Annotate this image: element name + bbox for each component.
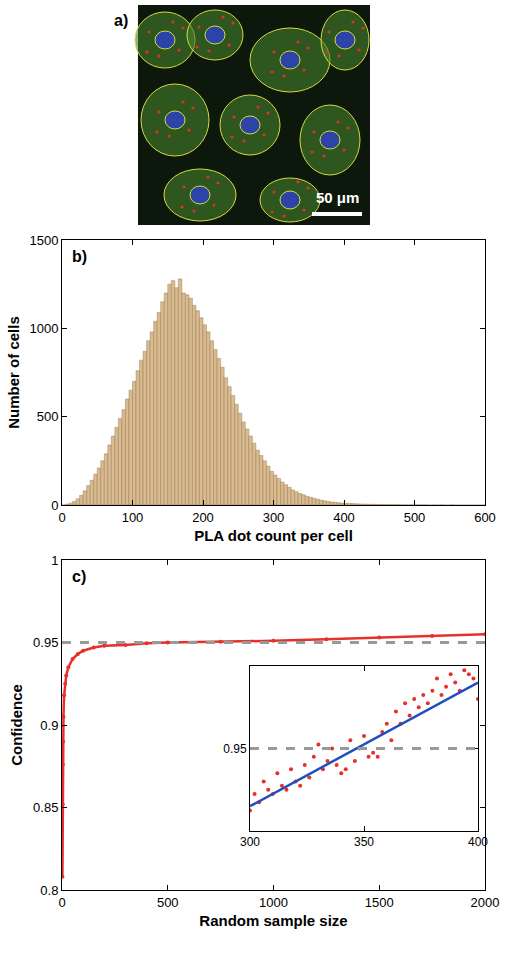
svg-text:0.9: 0.9 (40, 718, 58, 733)
svg-text:100: 100 (122, 510, 144, 525)
svg-text:Confidence: Confidence (8, 684, 25, 766)
svg-text:PLA dot count per cell: PLA dot count per cell (194, 527, 353, 544)
svg-text:0.85: 0.85 (33, 800, 58, 815)
svg-text:50 μm: 50 μm (316, 189, 359, 206)
svg-text:0.95: 0.95 (33, 635, 58, 650)
svg-text:500: 500 (404, 510, 426, 525)
svg-text:0.8: 0.8 (40, 883, 58, 898)
svg-text:500: 500 (157, 895, 179, 910)
svg-text:300: 300 (240, 835, 260, 849)
svg-text:b): b) (72, 248, 87, 265)
svg-text:0.95: 0.95 (223, 742, 247, 756)
svg-text:a): a) (114, 12, 128, 29)
svg-text:1: 1 (51, 553, 58, 568)
svg-text:400: 400 (333, 510, 355, 525)
svg-text:600: 600 (474, 510, 496, 525)
svg-text:1500: 1500 (365, 895, 394, 910)
svg-text:c): c) (72, 568, 86, 585)
svg-text:500: 500 (37, 409, 59, 424)
svg-text:Number of cells: Number of cells (5, 316, 22, 429)
svg-text:400: 400 (468, 835, 488, 849)
svg-text:300: 300 (263, 510, 285, 525)
svg-text:1000: 1000 (29, 321, 58, 336)
svg-text:200: 200 (192, 510, 214, 525)
svg-text:Random sample size: Random sample size (199, 912, 347, 929)
svg-text:0: 0 (51, 498, 58, 513)
svg-text:1500: 1500 (29, 233, 58, 248)
svg-text:0: 0 (58, 510, 65, 525)
svg-text:2000: 2000 (471, 895, 500, 910)
svg-text:350: 350 (354, 835, 374, 849)
svg-text:0: 0 (58, 895, 65, 910)
svg-text:1000: 1000 (259, 895, 288, 910)
